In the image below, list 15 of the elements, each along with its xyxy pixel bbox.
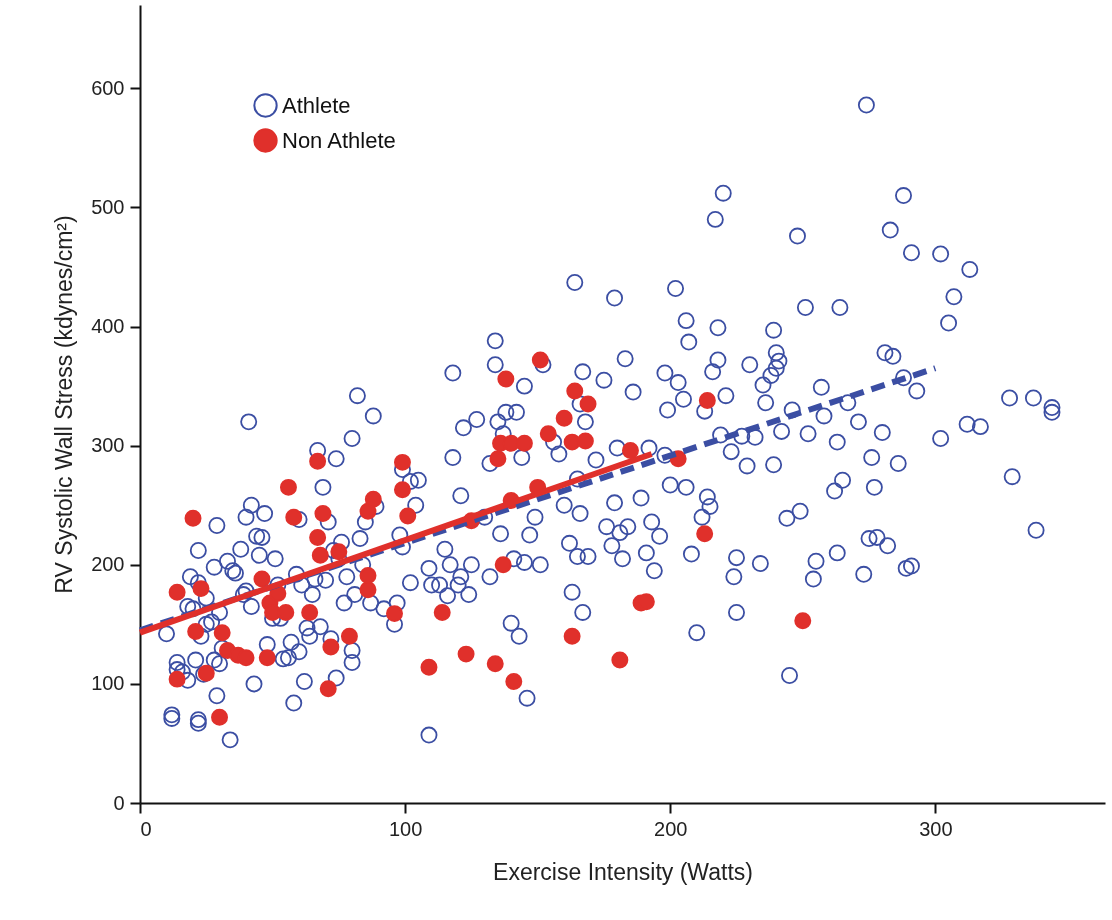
x-axis-title: Exercise Intensity (Watts) — [493, 858, 753, 885]
legend-label: Athlete — [282, 92, 351, 118]
y-tick-label: 600 — [91, 76, 125, 99]
y-tick-label: 400 — [91, 315, 125, 338]
y-tick-label: 200 — [91, 553, 125, 576]
x-tick-label: 0 — [140, 817, 152, 840]
y-tick-label: 0 — [113, 791, 125, 814]
legend-label: Non Athlete — [282, 127, 396, 153]
y-tick-label: 300 — [91, 434, 125, 457]
x-tick-label: 200 — [654, 817, 688, 840]
y-axis-title: RV Systolic Wall Stress (kdynes/cm²) — [51, 215, 78, 594]
y-tick-label: 500 — [91, 195, 125, 218]
x-tick-label: 100 — [388, 817, 423, 840]
y-tick-label: 100 — [91, 672, 125, 695]
x-tick-label: 300 — [919, 817, 953, 840]
